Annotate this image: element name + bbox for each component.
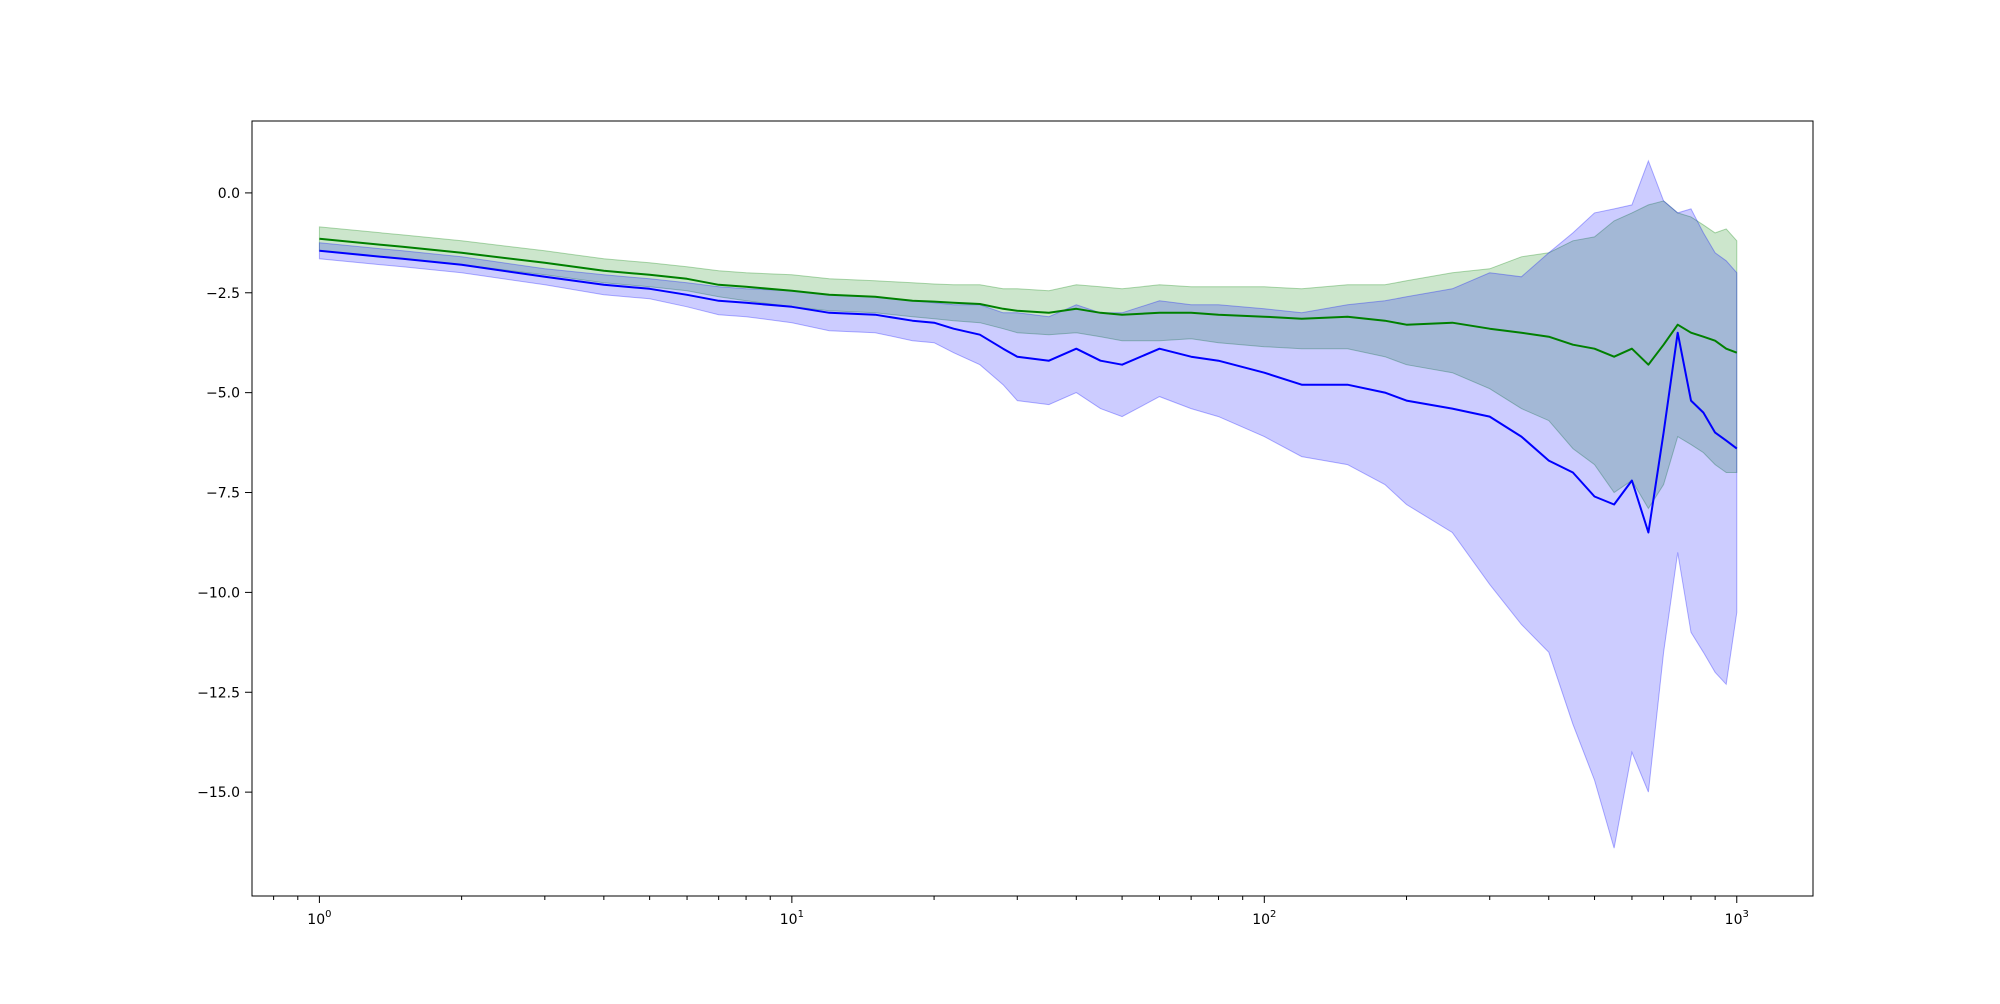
series-lines (319, 237, 1738, 534)
x-axis-ticks: 100 101 102 103 (273, 896, 1749, 928)
y-tick-label-3: −7.5 (206, 486, 240, 502)
x-tick-exponent-1: 1 (798, 909, 804, 920)
x-tick-label-1: 101 (780, 909, 804, 928)
x-tick-label-2: 102 (1252, 909, 1276, 928)
series-line-1 (319, 249, 1738, 534)
x-tick-label-3: 103 (1725, 909, 1749, 928)
y-tick-label-6: −15.0 (197, 785, 240, 801)
y-tick-label-1: −2.5 (206, 286, 240, 302)
y-tick-label-2: −5.0 (206, 386, 240, 402)
plot-frame (251, 120, 1814, 897)
x-tick-exponent-3: 3 (1742, 909, 1748, 920)
x-tick-exponent-2: 2 (1270, 909, 1276, 920)
y-tick-label-0: 0.0 (218, 186, 240, 202)
y-axis-ticks: 0.0 −2.5 −5.0 −7.5 −10.0 −12.5 −15.0 (197, 186, 252, 801)
confidence-bands (318, 159, 1738, 849)
series-line-0 (319, 237, 1738, 366)
y-tick-label-4: −10.0 (197, 585, 240, 601)
confidence-band-1 (318, 159, 1738, 849)
y-tick-label-5: −12.5 (197, 685, 240, 701)
x-tick-exponent-0: 0 (325, 909, 331, 920)
x-tick-label-0: 100 (307, 909, 331, 928)
